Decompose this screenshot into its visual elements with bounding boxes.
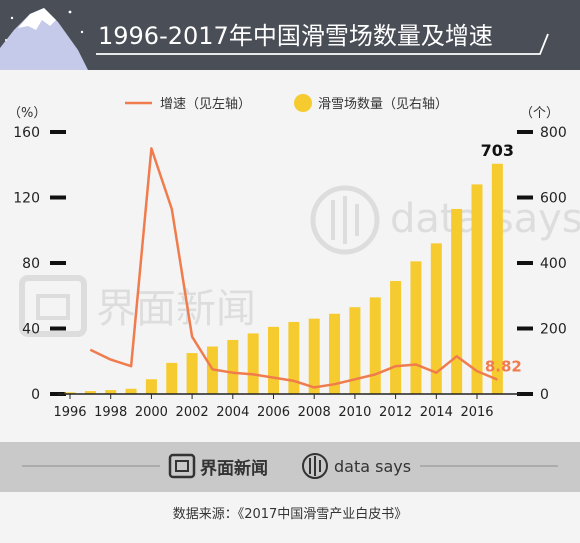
bar-2000: [145, 379, 157, 394]
bar-2005: [247, 333, 259, 394]
right-tick-mark: [517, 261, 533, 265]
bar-1999: [125, 388, 137, 394]
x-tick-label: 2000: [135, 405, 168, 420]
bar-2002: [186, 353, 198, 394]
bar-2004: [227, 339, 239, 394]
bar-2017: [491, 163, 503, 394]
header-band: [0, 0, 580, 70]
left-tick-mark: [50, 261, 66, 265]
right-axis: 0 200 400 600 800: [517, 125, 567, 403]
x-tick-label: 2016: [460, 405, 493, 420]
bar-2008: [308, 318, 320, 394]
x-axis: 1996 1998 2000 2002 2004 2006 2008 2010 2012 2014…: [53, 394, 494, 420]
bar-2012: [390, 281, 402, 394]
footer-logo-datasays: data says: [334, 457, 411, 476]
bar-1997: [84, 391, 96, 394]
right-tick-label: 200: [540, 322, 567, 338]
bar-2013: [410, 261, 422, 394]
x-tick-label: 2004: [216, 405, 249, 420]
bar-2009: [329, 313, 341, 394]
growth-rate-line: [89, 147, 498, 389]
legend-bar-label: 滑雪场数量（见右轴）: [318, 97, 448, 112]
bar-2015: [451, 208, 463, 394]
legend-line-label: 增速（见左轴）: [160, 97, 251, 112]
title-underline: [96, 33, 549, 55]
footer-band: [0, 442, 580, 492]
bar-2010: [349, 307, 361, 394]
legend-bar-swatch: [294, 94, 312, 112]
watermark-jiemian: 界面新闻: [19, 275, 256, 337]
right-axis-unit: （个）: [520, 106, 559, 121]
right-tick-mark: [517, 130, 533, 134]
x-tick-label: 2014: [420, 405, 453, 420]
annotations: 703 8.82: [481, 141, 522, 376]
x-tick-label: 2012: [379, 405, 412, 420]
x-tick-label: 1996: [53, 405, 86, 420]
bar-2006: [268, 326, 279, 394]
left-tick-mark: [50, 195, 66, 200]
right-tick-mark: [517, 392, 533, 396]
left-axis-unit: （%）: [8, 106, 46, 121]
right-tick-mark: [517, 326, 533, 331]
page-title: 1996-2017年中国滑雪场数量及增速: [98, 22, 493, 50]
left-tick-label: 120: [13, 191, 40, 207]
bar-1996: [64, 392, 76, 394]
right-tick-label: 400: [540, 256, 567, 272]
left-tick-mark: [50, 130, 66, 134]
bar-1998: [105, 390, 117, 394]
left-axis: 0 40 80 120 160: [13, 125, 66, 403]
x-tick-label: 2006: [257, 405, 290, 420]
footer-logo-jiemian: 界面新闻: [200, 458, 268, 479]
left-tick-label: 80: [22, 256, 40, 272]
bar-2016: [471, 184, 483, 394]
watermark-datasays-text: data says: [390, 196, 580, 242]
left-tick-mark: [50, 326, 66, 331]
jiemian-logo-icon: [168, 453, 196, 479]
line-last-value-label: 8.82: [485, 358, 522, 376]
x-tick-label: 1998: [94, 405, 127, 420]
bar-last-value-label: 703: [481, 141, 514, 160]
watermark-jiemian-text: 界面新闻: [96, 286, 256, 332]
bar-2007: [288, 321, 300, 394]
watermark-datasays: data says: [310, 185, 580, 255]
legend: 增速（见左轴） 滑雪场数量（见右轴）: [125, 94, 448, 112]
x-tick-label: 2010: [338, 405, 371, 420]
mountain-icon: [0, 8, 88, 70]
bar-2011: [369, 297, 381, 394]
right-tick-label: 800: [540, 125, 567, 141]
x-tick-label: 2008: [298, 405, 331, 420]
right-tick-label: 600: [540, 191, 567, 207]
x-tick-label: 2002: [176, 405, 209, 420]
bar-2001: [166, 362, 178, 394]
left-tick-label: 0: [31, 387, 40, 403]
bar-2014: [430, 243, 442, 394]
left-tick-label: 40: [22, 322, 40, 338]
datasays-logo-icon: [302, 453, 328, 479]
line-series: [89, 147, 498, 389]
data-source: 数据来源：《2017中国滑雪产业白皮书》: [173, 506, 408, 522]
left-tick-label: 160: [13, 125, 40, 141]
right-tick-mark: [517, 195, 533, 200]
right-tick-label: 0: [540, 387, 549, 403]
